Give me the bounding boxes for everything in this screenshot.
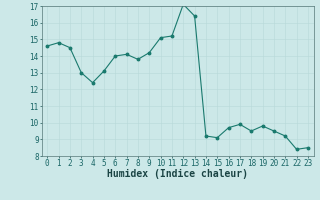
- X-axis label: Humidex (Indice chaleur): Humidex (Indice chaleur): [107, 169, 248, 179]
